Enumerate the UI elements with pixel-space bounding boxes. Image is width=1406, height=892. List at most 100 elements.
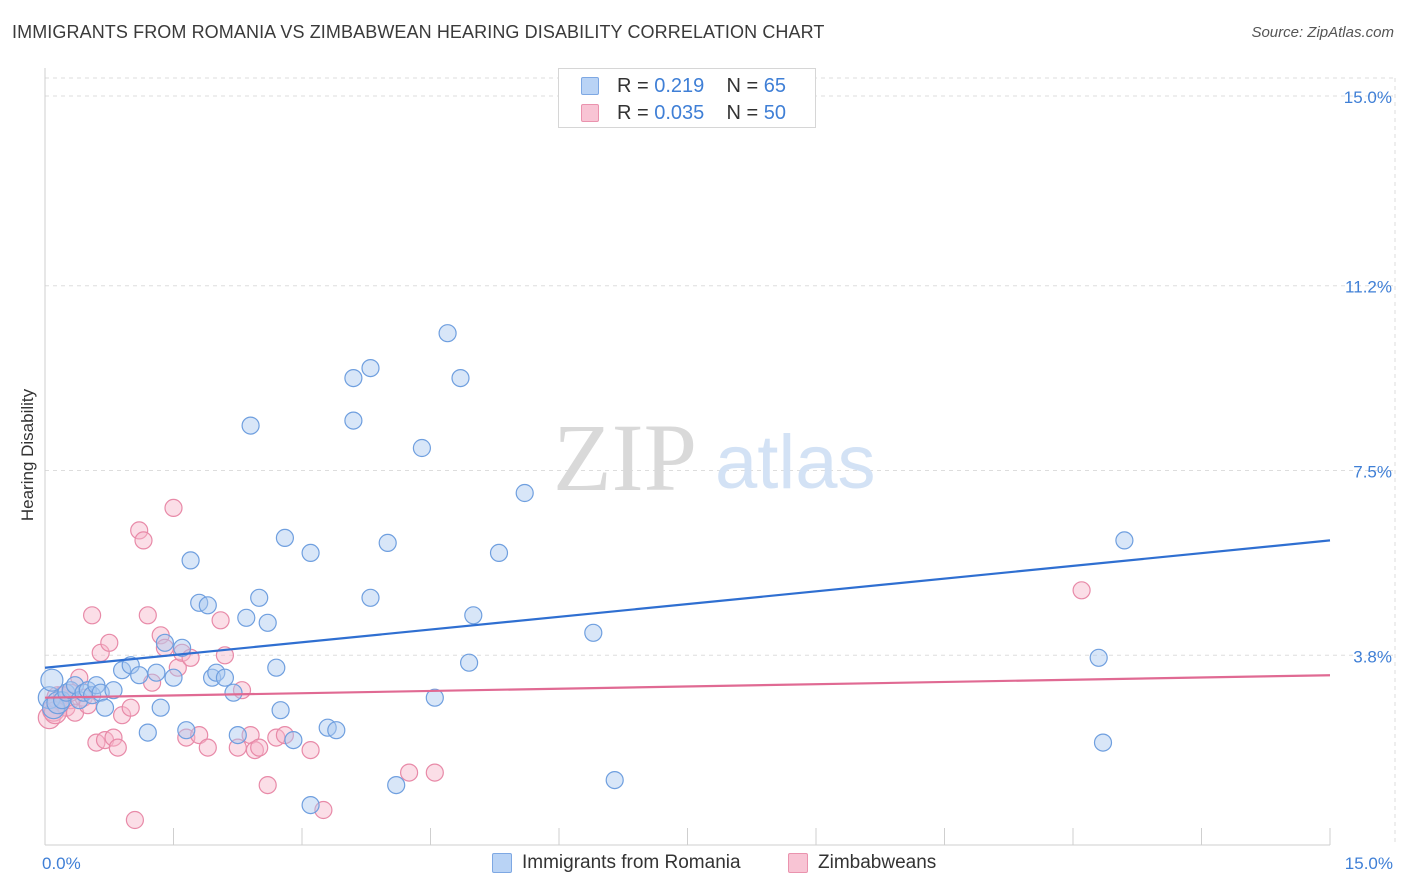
y-tick-label: 11.2% <box>1345 278 1392 297</box>
data-point-romania <box>130 666 149 685</box>
blue-swatch <box>581 77 599 95</box>
data-point-romania <box>275 528 294 548</box>
data-point-romania <box>284 730 303 750</box>
series-romania <box>37 324 1134 815</box>
y-tick-label: 3.8% <box>1353 647 1392 666</box>
data-point-romania <box>267 658 286 677</box>
data-point-zimbabweans <box>138 606 157 625</box>
data-point-zimbabweans <box>425 763 444 782</box>
data-point-romania <box>438 324 457 343</box>
data-point-romania <box>515 483 534 503</box>
data-point-zimbabweans <box>301 740 320 760</box>
data-point-romania <box>258 613 277 632</box>
blue-swatch <box>492 853 512 873</box>
data-point-zimbabweans <box>241 725 260 745</box>
data-point-romania <box>327 721 346 740</box>
legend-item-zimbabweans[interactable]: Zimbabweans <box>788 852 936 874</box>
n-value: 65 <box>763 74 787 97</box>
data-point-zimbabweans <box>258 775 277 795</box>
watermark-atlas: atlas <box>715 420 876 505</box>
data-point-romania <box>1093 733 1113 752</box>
pink-swatch <box>581 104 599 122</box>
data-point-zimbabweans <box>134 531 153 550</box>
data-point-romania <box>40 668 64 692</box>
data-point-romania <box>173 638 192 657</box>
series-legend: Immigrants from Romania Zimbabweans <box>0 850 1406 878</box>
y-tick-label: 7.5% <box>1353 463 1392 482</box>
r-label: R = <box>617 74 655 97</box>
data-point-zimbabweans <box>198 738 217 757</box>
data-point-romania <box>489 543 509 563</box>
data-point-romania <box>151 698 170 717</box>
data-point-zimbabweans <box>121 698 140 717</box>
data-point-romania <box>460 653 479 672</box>
r-value: 0.035 <box>654 101 705 124</box>
data-point-romania <box>207 663 226 682</box>
legend-row-zimbabweans: R = 0.035 N = 50 <box>581 100 787 126</box>
data-point-romania <box>464 606 483 625</box>
data-point-romania <box>1089 648 1108 667</box>
data-point-romania <box>1115 531 1134 550</box>
trend-line-zimbabweans <box>44 674 1331 699</box>
data-point-romania <box>181 551 200 570</box>
data-point-romania <box>224 683 243 702</box>
data-point-romania <box>412 438 431 458</box>
data-point-romania <box>155 633 174 652</box>
legend-row-romania: R = 0.219 N = 65 <box>581 73 787 99</box>
chart-title: IMMIGRANTS FROM ROMANIA VS ZIMBABWEAN HE… <box>12 22 825 42</box>
y-tick-label: 15.0% <box>1344 88 1392 107</box>
data-point-romania <box>147 663 166 682</box>
data-point-romania <box>112 661 132 680</box>
data-point-zimbabweans <box>400 763 419 782</box>
series-zimbabweans <box>37 498 1091 830</box>
data-point-romania <box>378 533 397 553</box>
data-point-zimbabweans <box>100 633 119 652</box>
x-tick-label: 0.0% <box>42 854 81 873</box>
data-point-romania <box>271 701 290 720</box>
data-point-romania <box>344 369 363 388</box>
data-point-zimbabweans <box>1072 581 1091 600</box>
data-point-romania <box>451 369 470 388</box>
data-point-romania <box>164 668 183 687</box>
data-point-romania <box>584 623 603 642</box>
data-point-zimbabweans <box>250 738 269 757</box>
data-point-romania <box>215 668 234 687</box>
data-point-romania <box>605 770 624 790</box>
data-point-romania <box>425 688 444 707</box>
data-point-zimbabweans <box>130 521 149 540</box>
data-point-zimbabweans <box>275 725 294 745</box>
n-label: N = <box>726 101 764 124</box>
data-point-romania <box>387 775 406 795</box>
data-point-romania <box>95 698 115 717</box>
x-tick-label: 15.0% <box>1345 854 1393 873</box>
n-value: 50 <box>763 101 787 124</box>
n-label: N = <box>726 74 764 97</box>
data-point-zimbabweans <box>108 738 127 757</box>
pink-swatch <box>788 853 808 873</box>
y-axis-label: Hearing Disability <box>18 388 37 521</box>
legend-label-zimbabweans: Zimbabweans <box>818 852 937 873</box>
data-point-zimbabweans <box>125 810 144 830</box>
data-point-zimbabweans <box>211 611 230 630</box>
trend-line-romania <box>44 539 1331 669</box>
data-point-romania <box>228 725 247 745</box>
legend-item-romania[interactable]: Immigrants from Romania <box>492 852 741 874</box>
data-point-romania <box>361 359 380 378</box>
r-label: R = <box>617 101 655 124</box>
data-point-romania <box>301 795 320 815</box>
legend-label-romania: Immigrants from Romania <box>522 852 741 873</box>
data-point-romania <box>138 723 157 742</box>
data-point-romania <box>344 411 363 430</box>
watermark-zip: ZIP <box>553 404 697 511</box>
data-point-romania <box>198 596 217 615</box>
correlation-legend: R = 0.219 N = 65 R = 0.035 N = 50 <box>558 68 816 128</box>
data-point-romania <box>361 588 380 607</box>
tick-labels: 3.8% 7.5% 11.2% 15.0% 0.0% 15.0% <box>42 88 1393 873</box>
data-point-romania <box>104 681 123 700</box>
data-point-zimbabweans <box>168 658 187 677</box>
data-point-zimbabweans <box>82 606 102 625</box>
trend-lines <box>44 539 1331 699</box>
source-label: Source: ZipAtlas.com <box>1251 24 1394 41</box>
axes <box>44 68 1331 846</box>
